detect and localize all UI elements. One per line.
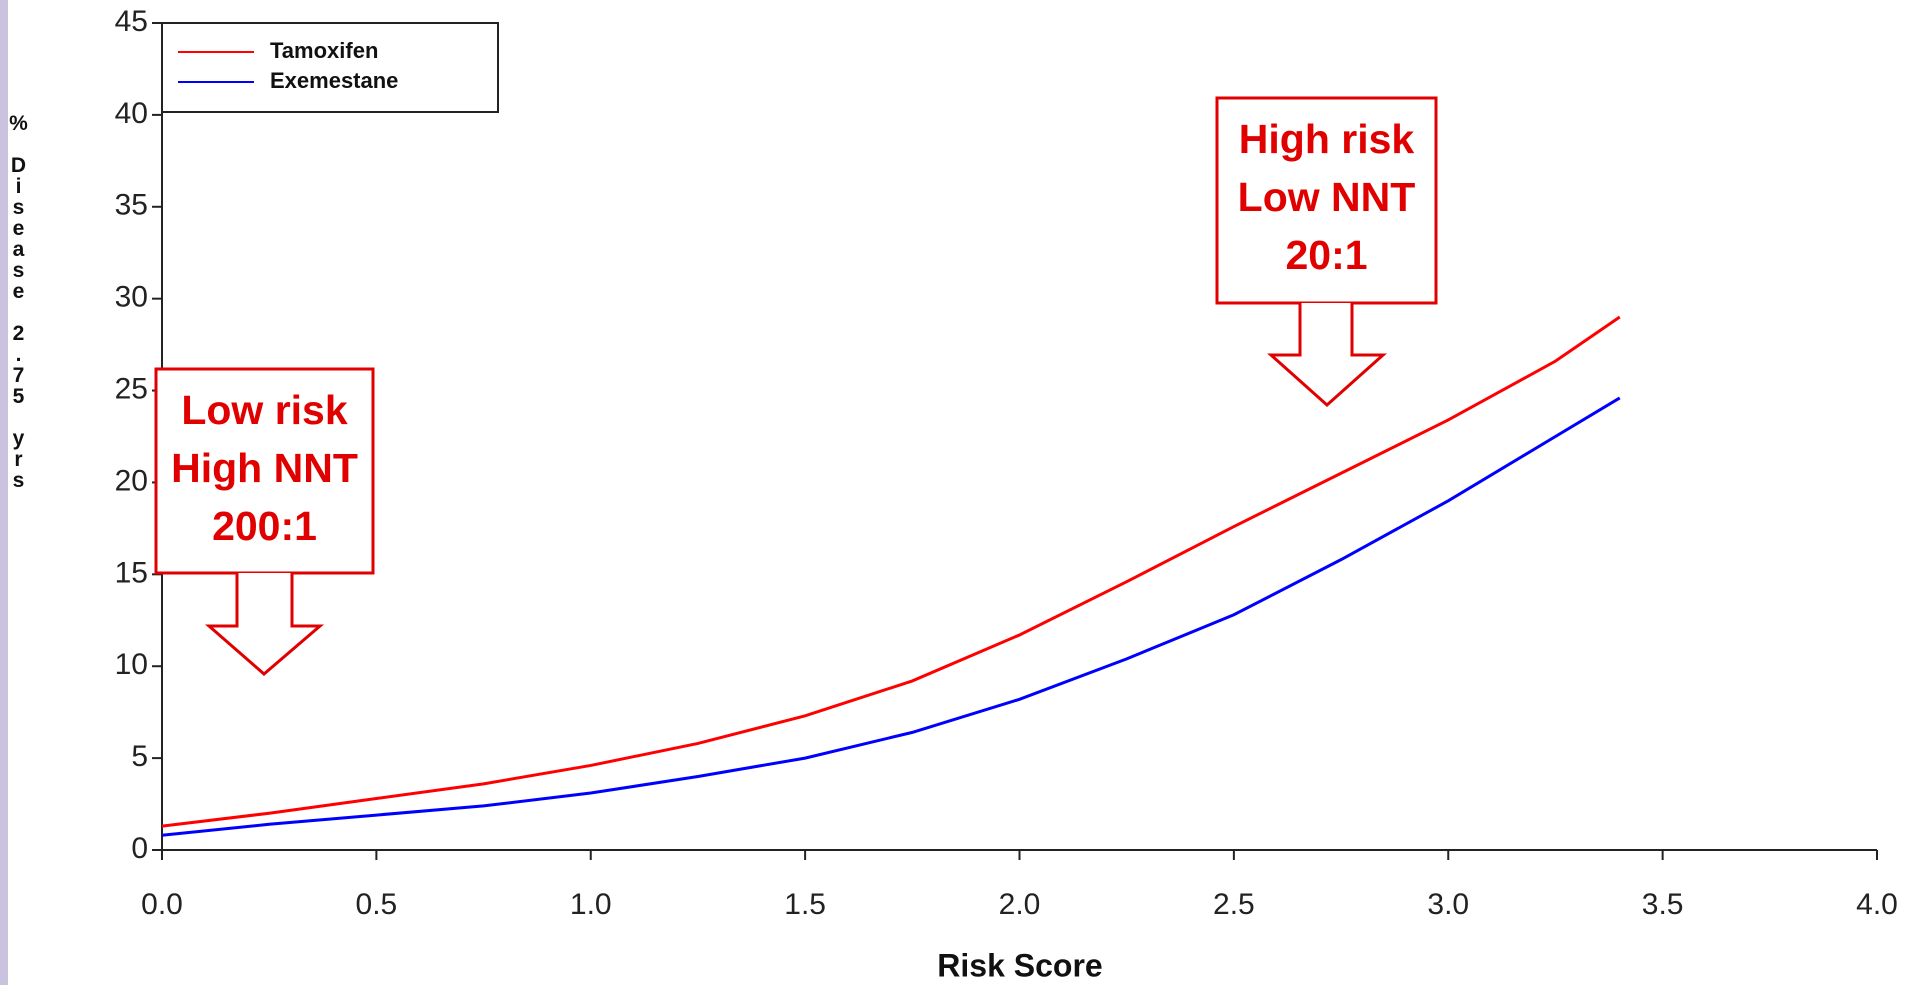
y-tick-label: 25	[115, 372, 148, 405]
y-tick-label: 20	[115, 464, 148, 497]
x-tick-label: 0.5	[356, 888, 398, 921]
x-tick-label: 2.0	[999, 888, 1041, 921]
y-tick-label: 40	[115, 97, 148, 130]
x-tick-label: 0.0	[141, 888, 183, 921]
x-tick-label: 3.0	[1427, 888, 1469, 921]
x-tick-label: 1.5	[784, 888, 826, 921]
left-strip	[0, 0, 8, 985]
callout-text: High NNT	[171, 445, 358, 491]
legend-box	[161, 22, 499, 113]
x-axis-label: Risk Score	[937, 947, 1102, 983]
x-tick-label: 2.5	[1213, 888, 1255, 921]
y-tick-label: 15	[115, 556, 148, 589]
y-tick-label: 35	[115, 189, 148, 222]
callout-text: 20:1	[1285, 232, 1367, 278]
y-tick-label: 30	[115, 281, 148, 314]
y-axis-label: % Disease 2.75 yrs	[7, 112, 30, 490]
callout-text: Low NNT	[1238, 174, 1416, 220]
line-series	[161, 396, 1621, 837]
y-tick-label: 45	[115, 5, 148, 38]
y-tick-label: 0	[131, 832, 148, 865]
callout-text: High risk	[1239, 116, 1415, 162]
x-tick-label: 3.5	[1642, 888, 1684, 921]
x-tick-label: 1.0	[570, 888, 612, 921]
callout-text: Low risk	[181, 387, 348, 433]
legend-label: Tamoxifen	[270, 38, 378, 63]
callout-arrow	[1267, 303, 1387, 408]
legend-label: Exemestane	[270, 68, 398, 93]
callout-arrow	[205, 573, 325, 676]
x-tick-label: 4.0	[1856, 888, 1898, 921]
callout-text: 200:1	[212, 503, 317, 549]
line-series	[161, 315, 1621, 828]
y-tick-label: 10	[115, 648, 148, 681]
y-tick-label: 5	[131, 740, 148, 773]
